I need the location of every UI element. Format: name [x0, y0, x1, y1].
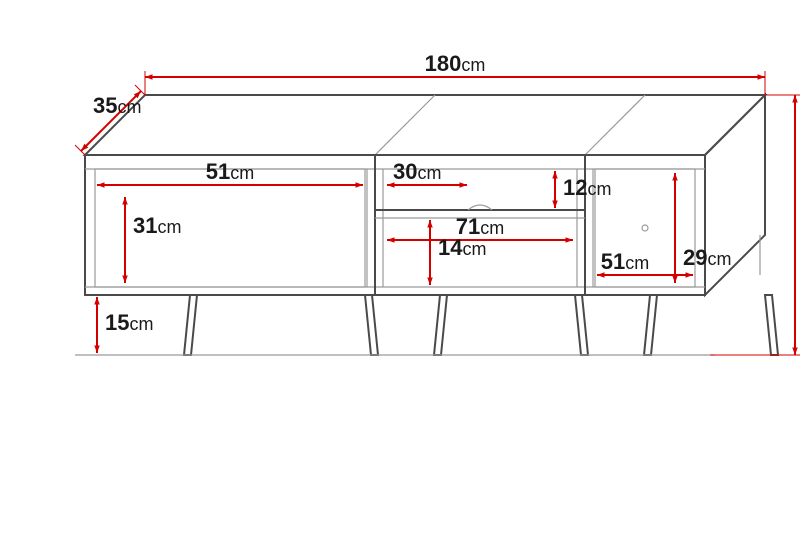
top-face — [85, 95, 765, 155]
furniture-dimension-diagram: 180cm35cm48cm51cm31cm30cm71cm12cm14cm51c… — [0, 0, 800, 533]
dim-mid-top-h — [552, 171, 557, 208]
leg — [365, 295, 378, 355]
label-right-h: 29cm — [683, 245, 731, 270]
label-mid-top-h: 12cm — [563, 175, 611, 200]
label-width: 180cm — [425, 51, 486, 76]
leg — [644, 295, 657, 355]
keyhole — [642, 225, 648, 231]
dim-mid-bot-h — [427, 220, 432, 285]
leg — [184, 295, 197, 355]
label-left-w: 51cm — [206, 159, 254, 184]
label-mid-bot-w: 71cm — [456, 214, 504, 239]
leg — [434, 295, 447, 355]
label-left-h: 31cm — [133, 213, 181, 238]
dim-leg-h — [94, 297, 99, 353]
dim-right-h — [672, 173, 677, 283]
leg — [765, 295, 778, 355]
label-mid-bot-h: 14cm — [438, 235, 486, 260]
dim-height — [792, 95, 797, 355]
label-right-w: 51cm — [601, 249, 649, 274]
label-depth: 35cm — [93, 93, 141, 118]
label-leg-h: 15cm — [105, 310, 153, 335]
label-mid-top-w: 30cm — [393, 159, 441, 184]
top-partition-edge — [585, 95, 645, 155]
top-partition-edge — [375, 95, 435, 155]
dim-left-h — [122, 197, 127, 283]
leg — [575, 295, 588, 355]
